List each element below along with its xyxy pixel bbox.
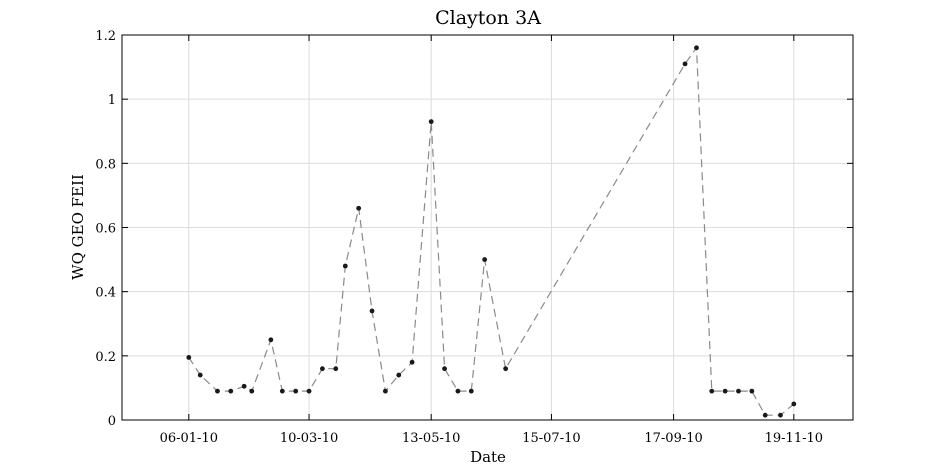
x-tick-label: 17-09-10: [644, 431, 702, 446]
y-tick-label: 1: [108, 93, 116, 108]
y-tick-label: 1.2: [95, 29, 116, 44]
chart-title: Clayton 3A: [435, 7, 541, 29]
data-point: [694, 45, 699, 51]
x-tick-label: 10-03-10: [280, 431, 338, 446]
data-point: [709, 388, 715, 394]
data-point: [749, 388, 755, 394]
data-point: [186, 355, 192, 360]
y-tick-label: 0.2: [95, 350, 116, 365]
data-point: [382, 388, 388, 394]
data-point: [268, 337, 274, 343]
data-point: [241, 383, 247, 389]
data-point: [722, 388, 728, 394]
data-point: [442, 366, 447, 372]
y-axis-label: WQ GEO FEII: [69, 174, 87, 280]
x-tick-label: 15-07-10: [522, 431, 580, 446]
data-point: [736, 388, 741, 394]
data-point: [279, 388, 285, 394]
grid-layer: [122, 34, 853, 421]
data-point: [428, 119, 434, 125]
data-point: [762, 412, 768, 418]
data-point: [482, 257, 488, 262]
x-tick-label: 13-05-10: [402, 431, 460, 446]
series-line: [188, 46, 795, 416]
data-point: [293, 388, 299, 394]
y-tick-label: 0.8: [95, 157, 116, 172]
data-point: [342, 263, 348, 269]
x-axis-label: Date: [470, 448, 506, 466]
data-point: [682, 61, 688, 67]
x-tick-label: 19-11-10: [765, 431, 823, 446]
data-point: [215, 388, 220, 394]
data-point: [791, 401, 797, 407]
data-point: [409, 359, 415, 365]
y-tick-label: 0.6: [95, 222, 116, 237]
data-point: [468, 388, 474, 394]
data-point: [249, 388, 255, 394]
y-tick-label: 0.4: [95, 286, 116, 301]
data-point: [455, 388, 461, 394]
data-point: [503, 366, 509, 372]
data-point: [306, 388, 312, 394]
data-point: [369, 308, 375, 314]
data-point: [778, 412, 783, 418]
data-point: [396, 372, 402, 378]
y-tick-label: 0: [108, 414, 116, 429]
data-point: [228, 388, 234, 394]
series-layer: [186, 45, 797, 418]
x-tick-label: 06-01-10: [160, 431, 218, 446]
tick-layer: 06-01-10 10-03-10 13-05-10 15-07-10 17-09-10…: [95, 29, 853, 446]
data-point: [197, 372, 203, 378]
data-point: [320, 366, 325, 372]
data-point: [333, 366, 339, 372]
data-point: [356, 205, 362, 211]
